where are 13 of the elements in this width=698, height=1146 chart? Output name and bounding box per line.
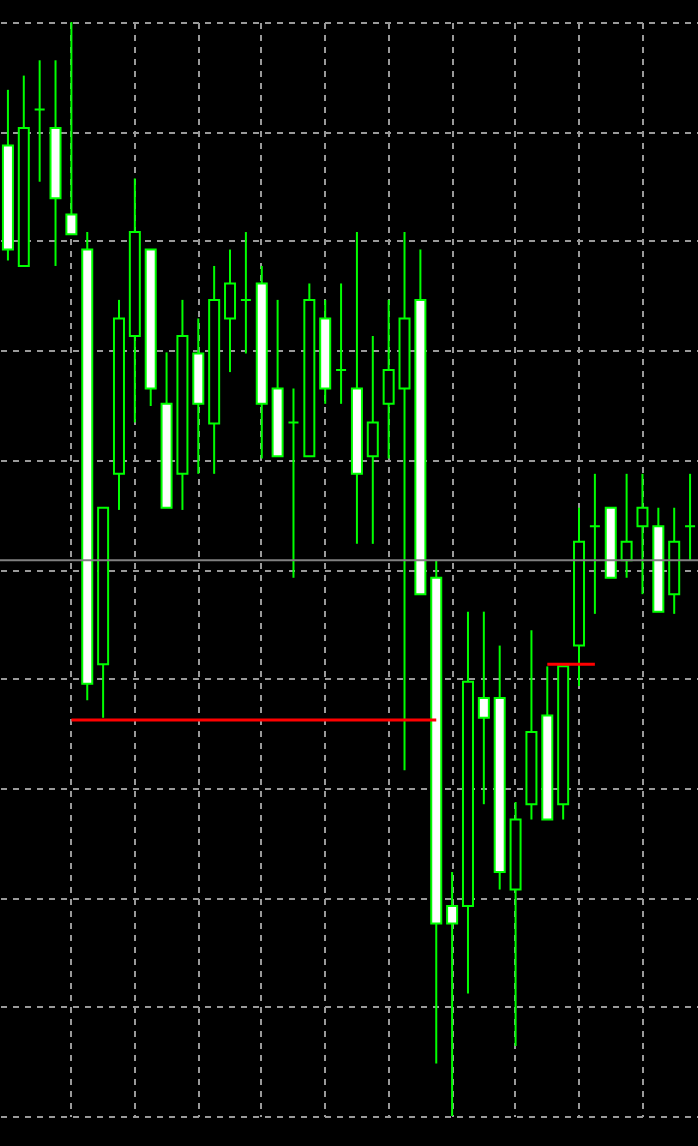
candlestick (33, 59, 46, 183)
candlestick (65, 21, 78, 236)
candlestick (477, 610, 490, 806)
candlestick (287, 387, 300, 579)
candlestick (446, 871, 459, 1117)
candlestick (382, 298, 395, 460)
candlestick (684, 472, 697, 562)
candlestick (366, 334, 379, 545)
candlestick (335, 282, 348, 405)
candlestick (239, 231, 252, 355)
candlestick (636, 472, 649, 596)
candlestick (588, 472, 601, 615)
candlestick (224, 248, 237, 374)
